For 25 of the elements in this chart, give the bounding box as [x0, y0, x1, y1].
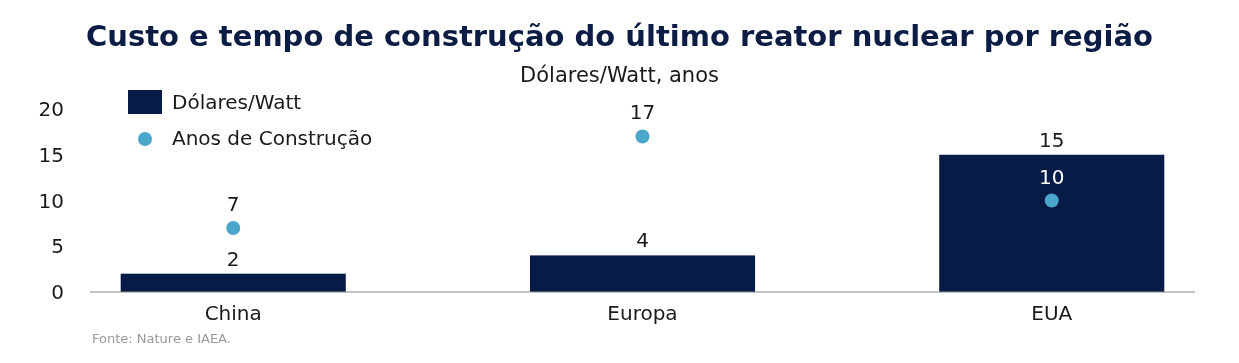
data-label: 17 — [629, 100, 656, 125]
x-tick-label: Europa — [607, 301, 678, 325]
y-tick-label: 20 — [38, 97, 64, 121]
y-tick-label: 15 — [38, 142, 64, 167]
data-label: 15 — [1039, 127, 1065, 152]
source-note: Fonte: Nature e IAEA. — [92, 331, 231, 346]
data-label: 2 — [226, 246, 240, 271]
data-label: 7 — [226, 191, 240, 216]
data-label: 10 — [1039, 164, 1065, 189]
point — [226, 220, 241, 235]
chart-subtitle: Dólares/Watt, anos — [520, 63, 719, 87]
legend-label: Anos de Construção — [172, 126, 373, 150]
y-tick-label: 5 — [51, 234, 64, 259]
x-tick-label: China — [204, 301, 262, 325]
data-label: 4 — [636, 228, 649, 253]
bar — [120, 273, 346, 292]
chart-title: Custo e tempo de construção do último reator nuclear por região — [86, 19, 1153, 53]
point — [1044, 193, 1059, 208]
bar — [939, 154, 1165, 292]
bar — [529, 255, 756, 292]
y-tick-label: 10 — [38, 188, 64, 213]
point — [635, 129, 650, 144]
x-tick-label: EUA — [1031, 301, 1073, 325]
legend-label: Dólares/Watt — [172, 90, 302, 114]
y-tick-label: 0 — [51, 280, 64, 304]
